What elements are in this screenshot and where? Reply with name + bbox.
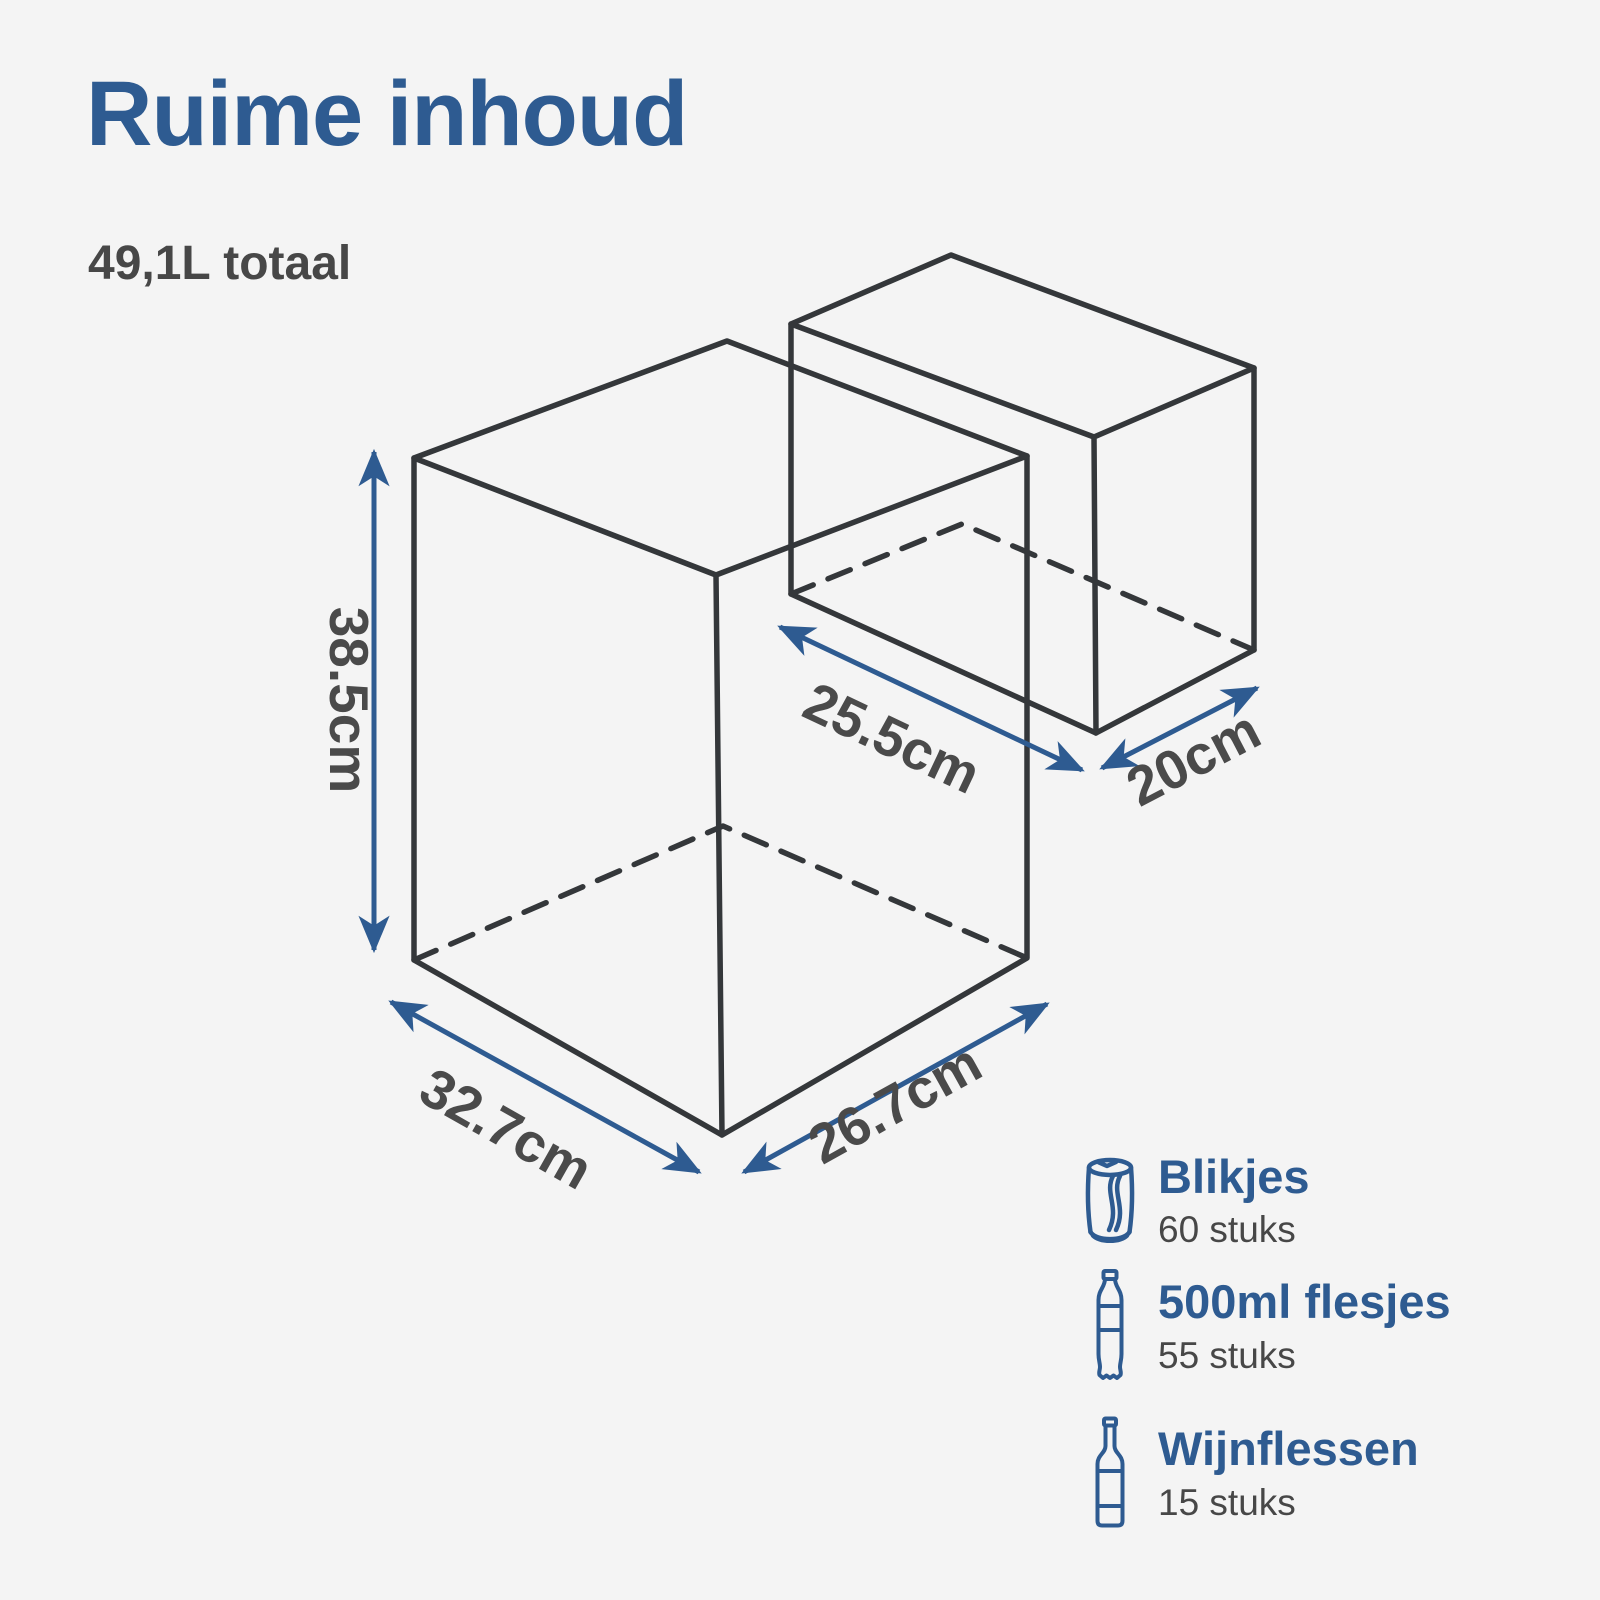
top-box-hidden-edges (788, 521, 1257, 653)
main-box-front-edges (411, 453, 1030, 1138)
width-dimension-arrow (388, 999, 702, 1175)
main-box-hidden-edges (411, 823, 1030, 963)
top-box-front-edges (788, 321, 1257, 736)
dimension-arrows (358, 448, 1260, 1175)
header: Ruime inhoud 49,1L totaal (86, 63, 688, 290)
page-subtitle: 49,1L totaal (88, 237, 352, 290)
dimension-labels: 38.5cm 32.7cm 26.7cm 25.5cm 20cm (318, 607, 1270, 1202)
width-dimension-label: 32.7cm (410, 1056, 603, 1202)
depth-dimension-arrow (741, 1001, 1050, 1175)
top-width-dimension-arrow (777, 624, 1085, 773)
top-compartment-box (788, 252, 1257, 736)
depth-dimension-label: 26.7cm (798, 1031, 991, 1176)
page-title: Ruime inhoud (86, 63, 688, 165)
top-box-outline (788, 252, 1257, 736)
top-width-dimension-label: 25.5cm (795, 670, 990, 806)
top-depth-dimension-label: 20cm (1117, 698, 1270, 818)
top-depth-dimension-arrow (1099, 685, 1260, 771)
main-compartment-box (411, 338, 1030, 1138)
height-dimension-label: 38.5cm (318, 607, 380, 794)
